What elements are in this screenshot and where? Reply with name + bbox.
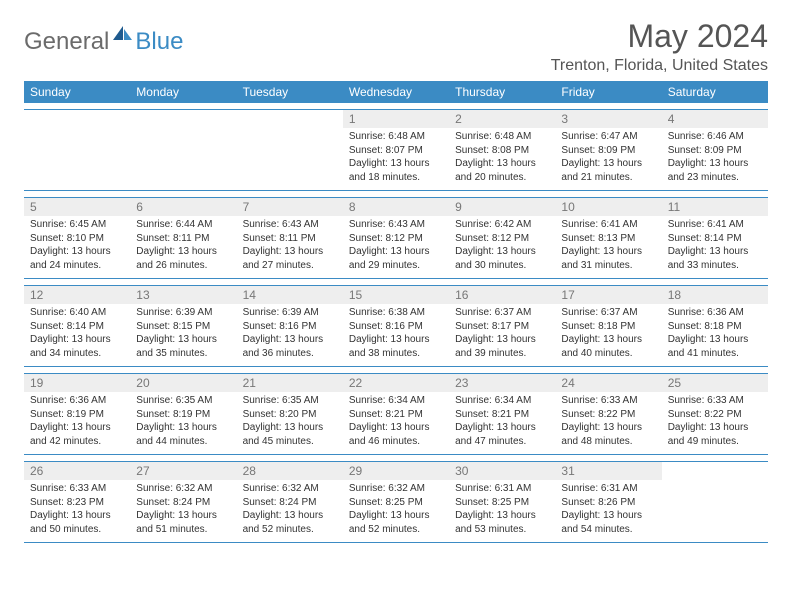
day-number-cell: 3 [555,110,661,129]
day-detail-cell [662,480,768,543]
day-detail-cell: Sunrise: 6:35 AMSunset: 8:20 PMDaylight:… [237,392,343,455]
day-detail-cell: Sunrise: 6:37 AMSunset: 8:17 PMDaylight:… [449,304,555,367]
day-detail-cell: Sunrise: 6:38 AMSunset: 8:16 PMDaylight:… [343,304,449,367]
weekday-header: Wednesday [343,81,449,103]
day-detail-cell: Sunrise: 6:34 AMSunset: 8:21 PMDaylight:… [449,392,555,455]
brand-text-gray: General [24,28,109,56]
day-detail-cell: Sunrise: 6:35 AMSunset: 8:19 PMDaylight:… [130,392,236,455]
weekday-header: Monday [130,81,236,103]
brand-text-blue: Blue [135,28,183,56]
day-number-cell: 10 [555,198,661,217]
day-detail-row: Sunrise: 6:40 AMSunset: 8:14 PMDaylight:… [24,304,768,367]
calendar-table: Sunday Monday Tuesday Wednesday Thursday… [24,81,768,103]
day-number-cell: 29 [343,462,449,481]
day-detail-cell: Sunrise: 6:34 AMSunset: 8:21 PMDaylight:… [343,392,449,455]
day-number-cell: 28 [237,462,343,481]
day-detail-cell: Sunrise: 6:40 AMSunset: 8:14 PMDaylight:… [24,304,130,367]
day-detail-row: Sunrise: 6:36 AMSunset: 8:19 PMDaylight:… [24,392,768,455]
day-number-cell: 26 [24,462,130,481]
day-number-row: 12131415161718 [24,286,768,305]
day-number-cell: 4 [662,110,768,129]
day-number-cell: 30 [449,462,555,481]
weekday-header: Saturday [662,81,768,103]
day-number-cell: 25 [662,374,768,393]
day-number-cell [662,462,768,481]
day-number-cell: 2 [449,110,555,129]
day-detail-cell: Sunrise: 6:48 AMSunset: 8:08 PMDaylight:… [449,128,555,191]
page-header: General Blue May 2024 Trenton, Florida, … [24,18,768,75]
day-detail-cell: Sunrise: 6:39 AMSunset: 8:15 PMDaylight:… [130,304,236,367]
day-number-row: 262728293031 [24,462,768,481]
day-number-cell: 23 [449,374,555,393]
day-detail-cell: Sunrise: 6:36 AMSunset: 8:19 PMDaylight:… [24,392,130,455]
day-number-row: 19202122232425 [24,374,768,393]
day-number-cell [237,110,343,129]
day-number-cell: 27 [130,462,236,481]
day-number-cell: 31 [555,462,661,481]
weekday-header: Tuesday [237,81,343,103]
day-detail-cell: Sunrise: 6:48 AMSunset: 8:07 PMDaylight:… [343,128,449,191]
day-number-cell: 24 [555,374,661,393]
day-detail-cell: Sunrise: 6:43 AMSunset: 8:11 PMDaylight:… [237,216,343,279]
day-detail-cell: Sunrise: 6:46 AMSunset: 8:09 PMDaylight:… [662,128,768,191]
day-detail-cell: Sunrise: 6:36 AMSunset: 8:18 PMDaylight:… [662,304,768,367]
day-detail-cell: Sunrise: 6:41 AMSunset: 8:14 PMDaylight:… [662,216,768,279]
day-number-cell: 1 [343,110,449,129]
day-number-cell: 13 [130,286,236,305]
day-detail-row: Sunrise: 6:33 AMSunset: 8:23 PMDaylight:… [24,480,768,543]
day-number-cell: 6 [130,198,236,217]
day-number-cell: 20 [130,374,236,393]
month-title: May 2024 [551,18,768,55]
calendar-body: 1234 Sunrise: 6:48 AMSunset: 8:07 PMDayl… [24,109,768,543]
day-number-cell [24,110,130,129]
day-number-cell: 18 [662,286,768,305]
day-number-row: 567891011 [24,198,768,217]
day-detail-cell: Sunrise: 6:42 AMSunset: 8:12 PMDaylight:… [449,216,555,279]
logo-sail-icon [113,26,133,47]
day-number-cell: 15 [343,286,449,305]
day-number-row: 1234 [24,110,768,129]
title-block: May 2024 Trenton, Florida, United States [551,18,768,75]
day-number-cell: 11 [662,198,768,217]
day-number-cell: 5 [24,198,130,217]
weekday-header: Sunday [24,81,130,103]
brand-logo: General Blue [24,18,183,57]
day-number-cell: 16 [449,286,555,305]
day-detail-cell: Sunrise: 6:31 AMSunset: 8:26 PMDaylight:… [555,480,661,543]
day-number-cell: 8 [343,198,449,217]
day-detail-row: Sunrise: 6:48 AMSunset: 8:07 PMDaylight:… [24,128,768,191]
day-detail-row: Sunrise: 6:45 AMSunset: 8:10 PMDaylight:… [24,216,768,279]
day-detail-cell: Sunrise: 6:32 AMSunset: 8:24 PMDaylight:… [130,480,236,543]
day-detail-cell: Sunrise: 6:37 AMSunset: 8:18 PMDaylight:… [555,304,661,367]
location-subtitle: Trenton, Florida, United States [551,57,768,75]
day-number-cell: 22 [343,374,449,393]
weekday-header: Friday [555,81,661,103]
day-detail-cell [130,128,236,191]
day-number-cell: 17 [555,286,661,305]
day-number-cell [130,110,236,129]
day-number-cell: 21 [237,374,343,393]
weekday-header-row: Sunday Monday Tuesday Wednesday Thursday… [24,81,768,103]
day-number-cell: 9 [449,198,555,217]
day-detail-cell: Sunrise: 6:31 AMSunset: 8:25 PMDaylight:… [449,480,555,543]
day-detail-cell: Sunrise: 6:33 AMSunset: 8:22 PMDaylight:… [555,392,661,455]
day-number-cell: 7 [237,198,343,217]
day-detail-cell: Sunrise: 6:44 AMSunset: 8:11 PMDaylight:… [130,216,236,279]
day-number-cell: 19 [24,374,130,393]
day-detail-cell [24,128,130,191]
day-detail-cell: Sunrise: 6:43 AMSunset: 8:12 PMDaylight:… [343,216,449,279]
day-detail-cell [237,128,343,191]
day-number-cell: 14 [237,286,343,305]
day-number-cell: 12 [24,286,130,305]
day-detail-cell: Sunrise: 6:33 AMSunset: 8:23 PMDaylight:… [24,480,130,543]
day-detail-cell: Sunrise: 6:33 AMSunset: 8:22 PMDaylight:… [662,392,768,455]
day-detail-cell: Sunrise: 6:47 AMSunset: 8:09 PMDaylight:… [555,128,661,191]
day-detail-cell: Sunrise: 6:39 AMSunset: 8:16 PMDaylight:… [237,304,343,367]
weekday-header: Thursday [449,81,555,103]
day-detail-cell: Sunrise: 6:45 AMSunset: 8:10 PMDaylight:… [24,216,130,279]
day-detail-cell: Sunrise: 6:41 AMSunset: 8:13 PMDaylight:… [555,216,661,279]
day-detail-cell: Sunrise: 6:32 AMSunset: 8:24 PMDaylight:… [237,480,343,543]
day-detail-cell: Sunrise: 6:32 AMSunset: 8:25 PMDaylight:… [343,480,449,543]
